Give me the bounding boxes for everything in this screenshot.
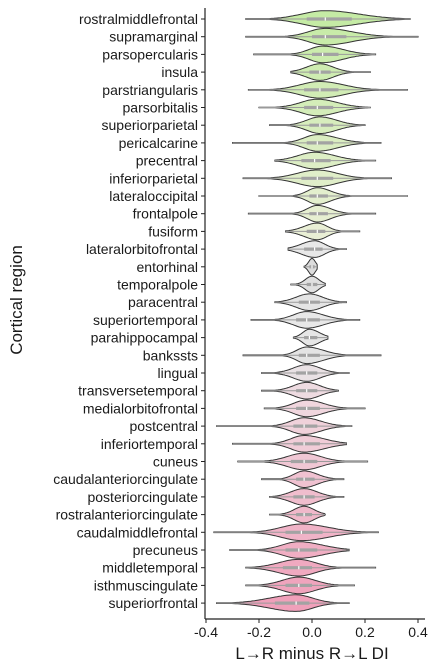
y-tick-label: caudalanteriorcingulate bbox=[53, 471, 198, 487]
x-tick-label: 0.0 bbox=[302, 624, 322, 640]
y-tick-label: lingual bbox=[158, 365, 198, 381]
y-tick-label: inferiortemporal bbox=[101, 436, 198, 452]
violin-caudalanteriorcingulate bbox=[261, 470, 345, 488]
y-tick-label: parsorbitalis bbox=[123, 100, 198, 116]
violin-postcentral bbox=[216, 417, 353, 435]
y-tick-label: lateraloccipital bbox=[109, 188, 198, 204]
violin-parstriangularis bbox=[247, 81, 408, 99]
x-tick-label: -0.2 bbox=[247, 624, 271, 640]
y-tick-label: inferiorparietal bbox=[109, 170, 198, 186]
violin-fusiform bbox=[285, 222, 361, 241]
violin-pericalcarine bbox=[232, 134, 382, 152]
violin-posteriorcingulate bbox=[269, 488, 345, 506]
violin-supramarginal bbox=[245, 27, 419, 46]
x-axis: -0.4 -0.2 0.0 0.2 0.4 bbox=[194, 618, 428, 640]
violin-parsopercularis bbox=[253, 45, 377, 64]
violin-layer bbox=[213, 10, 419, 612]
y-tick-label: parsopercularis bbox=[102, 46, 198, 62]
violin-inferiorparietal bbox=[242, 169, 392, 188]
y-tick-label: cuneus bbox=[153, 454, 198, 470]
y-tick-label: transversetemporal bbox=[78, 383, 198, 399]
x-axis-title: L→R minus R→L DI bbox=[235, 644, 388, 663]
y-tick-label: fusiform bbox=[148, 223, 198, 239]
y-tick-label: precuneus bbox=[133, 542, 198, 558]
y-tick-label: bankssts bbox=[143, 347, 198, 363]
violin-temporalpole bbox=[290, 275, 326, 294]
violin-superiorfrontal bbox=[216, 594, 350, 612]
violin-precentral bbox=[274, 151, 377, 170]
y-tick-label: parahippocampal bbox=[91, 330, 198, 346]
violin-frontalpole bbox=[247, 204, 377, 223]
violin-middletemporal bbox=[245, 558, 377, 577]
y-tick-label: parstriangularis bbox=[102, 82, 198, 98]
violin-parsorbitalis bbox=[258, 98, 371, 117]
y-tick-label: temporalpole bbox=[117, 277, 198, 293]
x-tick-label: 0.2 bbox=[355, 624, 375, 640]
y-tick-label: caudalmiddlefrontal bbox=[77, 524, 198, 540]
violin-parahippocampal bbox=[292, 328, 329, 347]
y-tick-label: precentral bbox=[136, 153, 198, 169]
violin-precuneus bbox=[229, 541, 350, 559]
violin-lateraloccipital bbox=[258, 187, 408, 205]
violin-entorhinal bbox=[303, 258, 318, 276]
y-tick-label: supramarginal bbox=[109, 29, 198, 45]
y-tick-label: superiortemporal bbox=[93, 312, 198, 328]
y-tick-label: rostralmiddlefrontal bbox=[79, 11, 198, 27]
y-tick-label: frontalpole bbox=[133, 206, 199, 222]
y-tick-label: entorhinal bbox=[137, 259, 199, 275]
y-tick-label: paracentral bbox=[128, 294, 198, 310]
y-tick-label: superiorparietal bbox=[102, 117, 199, 133]
y-tick-label: medialorbitofrontal bbox=[83, 400, 198, 416]
violin-isthmuscingulate bbox=[245, 576, 355, 595]
violin-superiorparietal bbox=[269, 116, 366, 134]
x-tick-label: 0.4 bbox=[408, 624, 428, 640]
x-tick-label: -0.4 bbox=[194, 624, 218, 640]
y-tick-label: superiorfrontal bbox=[109, 595, 199, 611]
violin-medialorbitofrontal bbox=[263, 399, 366, 418]
y-tick-label: pericalcarine bbox=[119, 135, 199, 151]
y-tick-label: isthmuscingulate bbox=[94, 577, 198, 593]
y-tick-label: lateralorbitofrontal bbox=[86, 241, 198, 257]
violin-bankssts bbox=[242, 346, 382, 365]
violin-transversetemporal bbox=[261, 381, 339, 400]
violin-lingual bbox=[261, 364, 350, 382]
violin-lateralorbitofrontal bbox=[287, 240, 347, 258]
violin-paracentral bbox=[274, 293, 347, 311]
violin-rostralanteriorcingulate bbox=[269, 505, 326, 524]
violin-caudalmiddlefrontal bbox=[213, 523, 379, 542]
y-tick-label: posteriorcingulate bbox=[87, 489, 198, 505]
y-tick-label: middletemporal bbox=[102, 560, 198, 576]
y-tick-label: postcentral bbox=[130, 418, 198, 434]
y-axis-title: Cortical region bbox=[7, 245, 26, 355]
y-tick-label: rostralanteriorcingulate bbox=[56, 507, 199, 523]
y-tick-labels: rostralmiddlefrontal supramarginalparsope… bbox=[53, 11, 205, 611]
violin-inferiortemporal bbox=[232, 435, 347, 453]
violin-insula bbox=[290, 63, 371, 81]
violin-rostralmiddlefrontal bbox=[245, 10, 411, 28]
violin-cuneus bbox=[237, 452, 369, 471]
violin-superiortemporal bbox=[250, 311, 361, 329]
y-tick-label: insula bbox=[161, 64, 198, 80]
